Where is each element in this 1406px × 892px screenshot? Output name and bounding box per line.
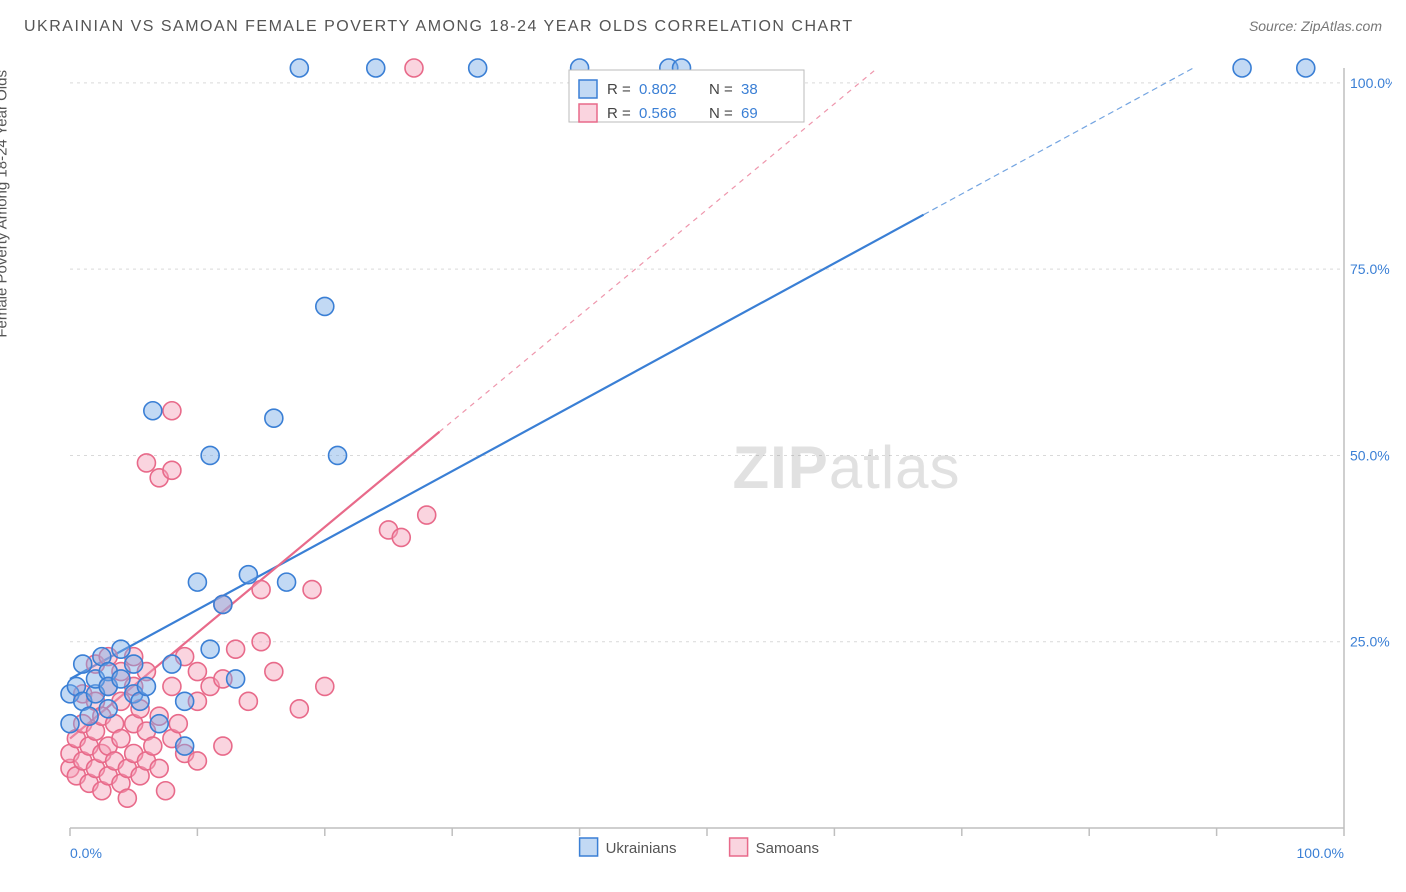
svg-text:100.0%: 100.0% — [1297, 845, 1344, 861]
svg-text:0.566: 0.566 — [639, 105, 677, 122]
svg-text:R =: R = — [607, 105, 631, 122]
svg-text:0.0%: 0.0% — [70, 845, 102, 861]
svg-text:100.0%: 100.0% — [1350, 75, 1392, 91]
svg-text:50.0%: 50.0% — [1350, 447, 1390, 463]
svg-text:Ukrainians: Ukrainians — [606, 840, 677, 857]
y-axis-label: Female Poverty Among 18-24 Year Olds — [0, 70, 11, 338]
svg-text:N =: N = — [709, 81, 733, 98]
svg-text:25.0%: 25.0% — [1350, 634, 1390, 650]
scatter-chart: 0.0% 100.0% 25.0% 50.0% 75.0% 100.0% R = 0.802 N… — [14, 48, 1392, 878]
svg-text:0.802: 0.802 — [639, 81, 677, 98]
svg-text:R =: R = — [607, 81, 631, 98]
svg-text:N =: N = — [709, 105, 733, 122]
header: UKRAINIAN VS SAMOAN FEMALE POVERTY AMONG… — [0, 0, 1406, 44]
svg-text:Samoans: Samoans — [756, 840, 819, 857]
chart-title: UKRAINIAN VS SAMOAN FEMALE POVERTY AMONG… — [24, 18, 854, 36]
svg-text:75.0%: 75.0% — [1350, 261, 1390, 277]
svg-text:38: 38 — [741, 81, 758, 98]
chart-container: Female Poverty Among 18-24 Year Olds 0.0… — [14, 48, 1392, 878]
svg-text:69: 69 — [741, 105, 758, 122]
source-attribution: Source: ZipAtlas.com — [1249, 18, 1382, 34]
